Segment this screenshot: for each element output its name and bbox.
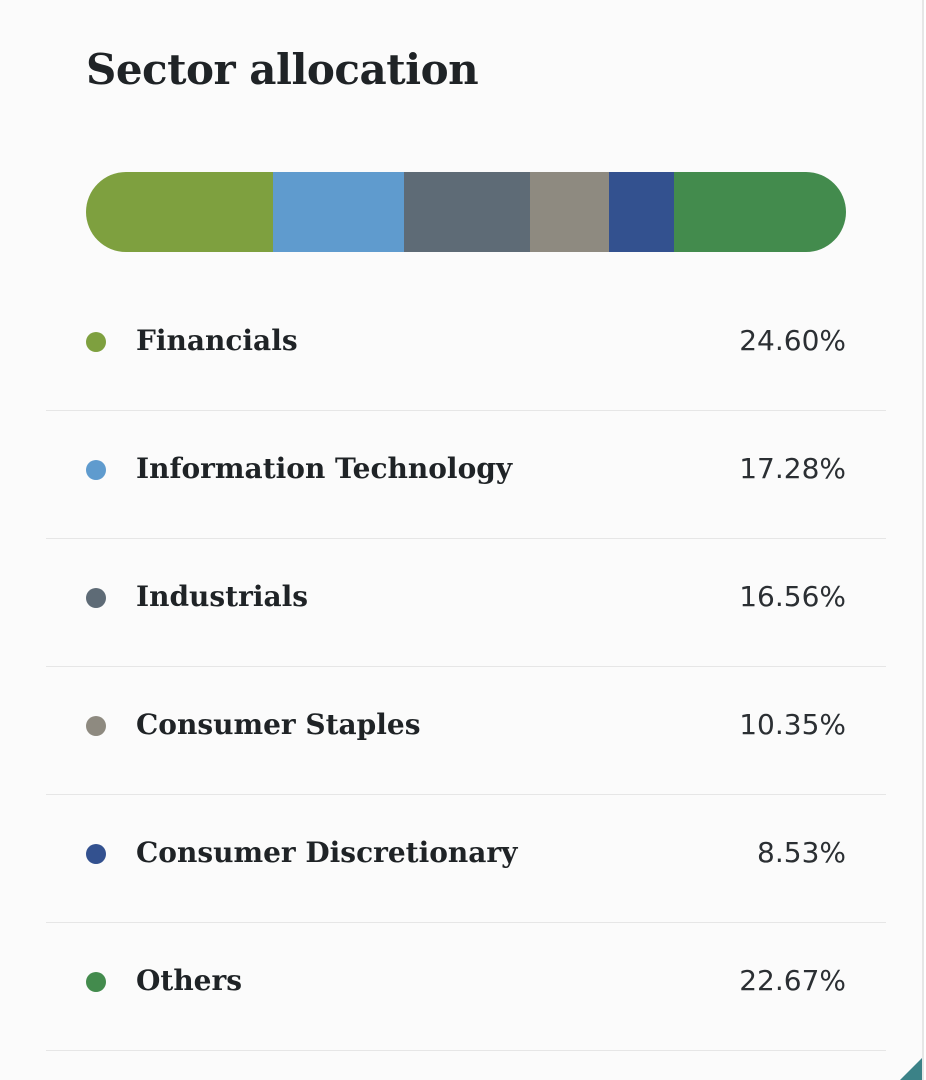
legend-dot-others — [86, 972, 106, 992]
legend-row-consumer-discretionary: Consumer Discretionary 8.53% — [46, 795, 886, 923]
legend-label-consumer-staples: Consumer Staples — [136, 708, 421, 741]
legend-value-information-technology: 17.28% — [739, 452, 846, 485]
allocation-legend: Financials 24.60% Information Technology 17… — [46, 283, 886, 1051]
legend-label-consumer-discretionary: Consumer Discretionary — [136, 836, 518, 869]
bar-segment-information-technology — [272, 172, 405, 252]
legend-row-others: Others 22.67% — [46, 923, 886, 1051]
bar-segment-others — [673, 172, 846, 252]
legend-dot-industrials — [86, 588, 106, 608]
legend-label-financials: Financials — [136, 324, 298, 357]
legend-label-information-technology: Information Technology — [136, 452, 513, 485]
legend-label-others: Others — [136, 964, 243, 997]
legend-label-industrials: Industrials — [136, 580, 309, 613]
bar-segment-consumer-discretionary — [608, 172, 674, 252]
legend-value-others: 22.67% — [739, 964, 846, 997]
legend-value-consumer-discretionary: 8.53% — [757, 836, 846, 869]
legend-dot-consumer-discretionary — [86, 844, 106, 864]
legend-value-financials: 24.60% — [739, 324, 846, 357]
legend-value-industrials: 16.56% — [739, 580, 846, 613]
legend-dot-financials — [86, 332, 106, 352]
card-title: Sector allocation — [86, 45, 479, 94]
corner-accent — [900, 1058, 922, 1080]
legend-row-consumer-staples: Consumer Staples 10.35% — [46, 667, 886, 795]
legend-row-financials: Financials 24.60% — [46, 283, 886, 411]
legend-row-information-technology: Information Technology 17.28% — [46, 411, 886, 539]
legend-value-consumer-staples: 10.35% — [739, 708, 846, 741]
allocation-stacked-bar — [86, 172, 846, 252]
legend-row-industrials: Industrials 16.56% — [46, 539, 886, 667]
bar-segment-financials — [86, 172, 273, 252]
legend-dot-information-technology — [86, 460, 106, 480]
bar-segment-industrials — [404, 172, 531, 252]
bar-segment-consumer-staples — [530, 172, 609, 252]
legend-dot-consumer-staples — [86, 716, 106, 736]
